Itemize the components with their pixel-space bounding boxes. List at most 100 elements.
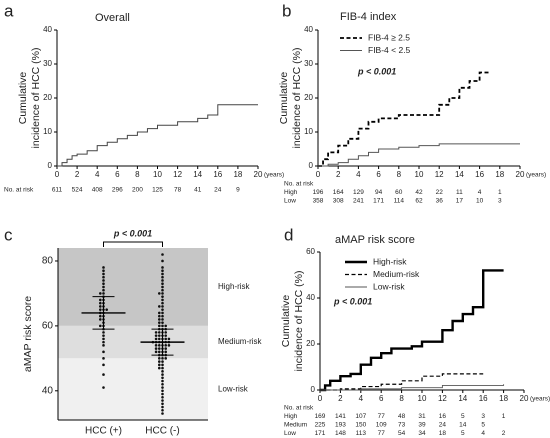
data-dot — [102, 337, 105, 341]
y-tick-label: 20 — [304, 93, 313, 102]
y-tick-label: 20 — [306, 339, 315, 348]
data-dot — [161, 408, 164, 412]
x-tick-label: 8 — [135, 170, 140, 179]
x-tick-label: 0 — [318, 394, 323, 403]
data-dot — [102, 357, 105, 360]
risk-count: 193 — [335, 422, 346, 429]
risk-count: 24 — [439, 422, 447, 429]
data-dot — [161, 357, 164, 360]
y-axis-label: incidence of HCC (%) — [293, 271, 305, 372]
data-dot — [158, 311, 161, 315]
x-tick-label: 10 — [415, 170, 424, 179]
x-tick-label: HCC (+) — [85, 426, 122, 437]
x-tick-label: 12 — [173, 170, 182, 179]
data-dot — [161, 321, 164, 324]
x-tick-label: 0 — [55, 170, 60, 179]
risk-row-name: High — [284, 189, 298, 196]
data-dot — [161, 298, 164, 302]
risk-count: 5 — [461, 430, 465, 437]
data-dot — [161, 395, 164, 399]
risk-count: 14 — [459, 422, 467, 429]
risk-count: 164 — [333, 189, 344, 196]
data-dot — [99, 308, 102, 311]
risk-count: 77 — [378, 413, 386, 420]
x-tick-label: 10 — [153, 170, 162, 179]
data-dot — [161, 386, 164, 389]
p-value: p < 0.001 — [357, 66, 396, 76]
legend-label: Low-risk — [373, 281, 405, 291]
data-dot — [102, 386, 105, 389]
data-dot — [102, 331, 105, 334]
risk-count: 31 — [418, 413, 426, 420]
data-dot — [158, 334, 161, 337]
risk-count: 2 — [502, 430, 506, 437]
risk-count: 77 — [378, 430, 386, 437]
chart-title: aMAP risk score — [335, 234, 415, 246]
risk-table-label: No. at risk — [284, 405, 314, 412]
data-dot — [161, 259, 164, 263]
data-dot — [99, 318, 102, 321]
data-dot — [161, 370, 164, 373]
risk-count: 107 — [355, 413, 366, 420]
risk-count: 73 — [398, 422, 406, 429]
curve — [318, 71, 490, 167]
chart-title: FIB-4 index — [340, 11, 397, 23]
x-tick-label: 2 — [75, 170, 80, 179]
curve — [320, 269, 504, 392]
x-tick-label: 2 — [336, 170, 341, 179]
risk-row-name: Low — [284, 430, 296, 437]
data-dot — [161, 308, 164, 311]
y-tick-label: 0 — [309, 161, 314, 170]
p-value: p < 0.001 — [333, 296, 372, 306]
y-tick-label: 0 — [48, 161, 53, 170]
x-tick-label: 2 — [338, 394, 343, 403]
risk-count: 18 — [439, 430, 447, 437]
data-dot — [161, 392, 164, 396]
x-axis-label: (years) — [264, 172, 284, 179]
data-dot — [102, 288, 105, 292]
x-tick-label: 10 — [418, 394, 427, 403]
risk-count: 3 — [481, 413, 485, 420]
y-tick-label: 60 — [306, 247, 315, 256]
data-dot — [164, 344, 167, 347]
data-dot — [161, 253, 164, 256]
data-dot — [161, 285, 164, 289]
curve — [320, 384, 505, 391]
risk-count: 10 — [476, 198, 484, 205]
risk-count: 113 — [356, 430, 367, 437]
y-tick-label: 30 — [304, 59, 313, 68]
y-axis-label: Cumulative — [278, 72, 290, 125]
data-dot — [99, 314, 102, 318]
data-dot — [161, 366, 164, 370]
data-dot — [161, 389, 164, 393]
x-tick-label: 6 — [115, 170, 120, 179]
data-dot — [161, 376, 164, 380]
risk-count: 611 — [52, 187, 63, 194]
data-dot — [161, 272, 164, 276]
data-dot — [164, 331, 167, 334]
risk-count: 125 — [152, 187, 163, 194]
data-dot — [161, 266, 164, 269]
risk-count: 4 — [478, 189, 482, 196]
data-dot — [161, 314, 164, 318]
y-axis-label: aMAP risk score — [22, 296, 34, 372]
data-dot — [154, 350, 158, 354]
data-dot — [161, 311, 164, 315]
risk-count: 22 — [436, 189, 444, 196]
risk-count: 171 — [373, 198, 384, 205]
data-dot — [161, 324, 164, 328]
data-dot — [158, 350, 161, 354]
data-dot — [105, 308, 108, 311]
risk-count: 4 — [481, 430, 485, 437]
data-dot — [158, 321, 161, 324]
x-tick-label: 18 — [495, 170, 504, 179]
risk-count: 196 — [313, 189, 324, 196]
risk-count: 308 — [333, 198, 344, 205]
curve — [320, 373, 484, 391]
data-dot — [158, 357, 161, 360]
y-tick-label: 20 — [43, 93, 52, 102]
risk-row-name: Low — [284, 198, 296, 205]
risk-count: 524 — [72, 187, 83, 194]
y-tick-label: 10 — [304, 127, 313, 136]
risk-table-label: No. at risk — [4, 187, 34, 194]
